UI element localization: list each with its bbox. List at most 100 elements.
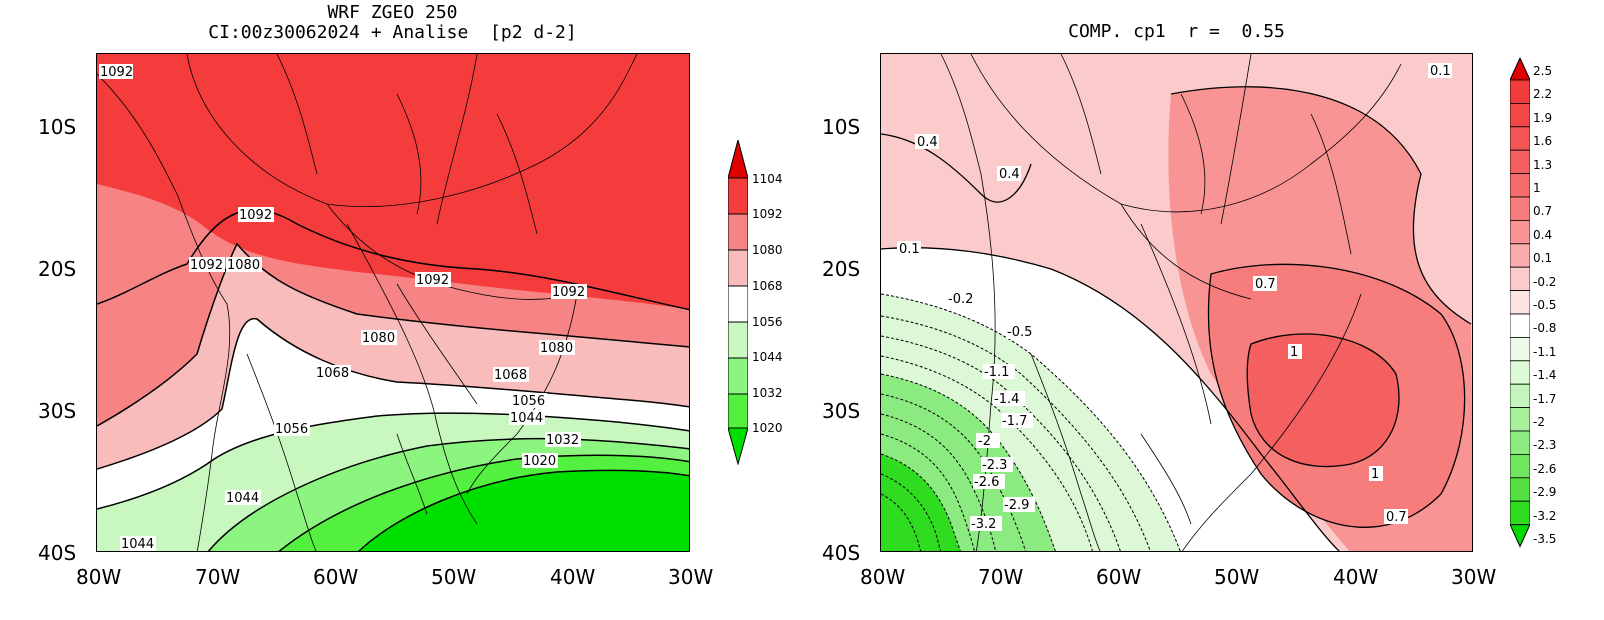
left-x-tick-label: 60W — [313, 565, 359, 589]
colorbar-bin — [1510, 407, 1530, 432]
colorbar-bin — [1510, 383, 1530, 409]
left-colorbar-label: 1104 — [752, 172, 783, 186]
colorbar-bin — [728, 321, 748, 359]
right-contour-label: 1 — [1290, 345, 1298, 360]
colorbar-bin — [728, 249, 748, 287]
right-colorbar-label: -1.7 — [1533, 391, 1557, 406]
left-contour-label: 1032 — [546, 433, 579, 448]
left-colorbar-label: 1032 — [752, 386, 783, 400]
right-colorbar-label: -1.1 — [1533, 344, 1557, 359]
left-contour-label: 1044 — [510, 411, 543, 426]
left-contour-label: 1056 — [512, 394, 545, 409]
contour-line-1020 — [358, 469, 689, 551]
contour-line-0.1 — [881, 247, 1340, 551]
right-x-tick-label: 60W — [1096, 565, 1142, 589]
right-x-tick-label: 70W — [978, 565, 1024, 589]
right-colorbar-label: 1.3 — [1533, 157, 1553, 172]
left-contour-label: 1092 — [100, 65, 133, 80]
left-borders — [97, 54, 638, 551]
right-x-tick-label: 30W — [1451, 565, 1497, 589]
right-colorbar-label: -3.5 — [1533, 532, 1557, 546]
right-colorbar-label: -2.6 — [1533, 461, 1557, 476]
right-colorbar-label: -0.8 — [1533, 321, 1557, 336]
right-contour-label: -2 — [978, 434, 991, 449]
colorbar-bin — [1510, 266, 1530, 291]
right-contour-labels: 0.4 0.4 0.1 0.1 -0.2 -0.5 -1.1 -1.4 -1.7… — [897, 63, 1452, 532]
left-colorbar-label: 1092 — [752, 207, 783, 221]
colorbar-bin — [1510, 219, 1530, 245]
left-x-tick-label: 70W — [195, 565, 241, 589]
right-contour-label: -2.6 — [974, 475, 999, 490]
right-y-tick-label: 10S — [822, 115, 861, 139]
band-min — [359, 470, 689, 551]
left-contour-label: 1080 — [227, 258, 260, 273]
colorbar-bin — [1510, 477, 1530, 502]
colorbar-bin — [1510, 290, 1530, 315]
right-contour-label: -2.3 — [982, 458, 1007, 473]
left-y-tick-label: 30S — [38, 399, 77, 423]
right-contour-label: 0.4 — [917, 135, 938, 150]
contour-line-1092 — [97, 209, 689, 311]
right-colorbar-label: -0.2 — [1533, 274, 1557, 289]
left-contour-label: 1092 — [416, 273, 449, 288]
right-y-tick-label: 20S — [822, 257, 861, 281]
left-x-tick-label: 50W — [431, 565, 477, 589]
right-map-svg: 0.4 0.4 0.1 0.1 -0.2 -0.5 -1.1 -1.4 -1.7… — [881, 54, 1472, 551]
right-colorbar-label: 2.2 — [1533, 87, 1553, 102]
left-contours — [97, 209, 689, 551]
right-colorbar-label: -2.9 — [1533, 485, 1557, 500]
left-x-tick-label: 80W — [76, 565, 122, 589]
left-contour-labels: 1092 1092 1092 1080 1092 1092 1080 1080 … — [99, 64, 587, 551]
right-contour-label: -3.2 — [971, 517, 996, 532]
left-colorbar-label: 1044 — [752, 350, 783, 364]
colorbar-bin — [728, 393, 748, 429]
colorbar-arrow-top — [1510, 58, 1530, 81]
right-contour-label: -1.1 — [984, 365, 1009, 380]
colorbar-arrow-bottom — [1510, 524, 1530, 548]
right-contour-label: -1.7 — [1002, 414, 1027, 429]
right-contour-label: -2.9 — [1004, 498, 1029, 513]
right-colorbar-label: -0.5 — [1533, 298, 1557, 312]
right-y-tick-label: 30S — [822, 399, 861, 423]
right-colorbar-label: -3.2 — [1533, 508, 1557, 523]
right-colorbar — [1510, 58, 1530, 548]
left-contour-label: 1056 — [275, 422, 308, 437]
right-contour-label: 0.1 — [899, 242, 920, 257]
left-map-title: WRF ZGEO 250 CI:00z30062024 + Analise [p2… — [96, 3, 689, 43]
colorbar-bin — [728, 177, 748, 215]
left-contour-label: 1020 — [523, 454, 556, 469]
contour-line-1032 — [278, 454, 689, 551]
left-colorbar-label: 1068 — [752, 279, 783, 293]
left-title-line2: CI:00z30062024 + Analise [p2 d-2] — [208, 22, 577, 43]
colorbar-bin — [1510, 430, 1530, 455]
contour-line-1080 — [97, 242, 689, 427]
right-contours — [881, 86, 1472, 551]
right-colorbar-label: 1.6 — [1533, 134, 1553, 149]
left-contour-label: 1080 — [362, 331, 395, 346]
colorbar-bin — [1510, 360, 1530, 385]
right-x-tick-label: 80W — [860, 565, 906, 589]
right-contour-label: -0.2 — [948, 292, 973, 307]
colorbar-arrow-top — [728, 140, 748, 179]
contour-line-0.7 — [1207, 263, 1466, 528]
left-contour-label: 1068 — [494, 368, 527, 383]
right-colorbar-label: -2.3 — [1533, 438, 1557, 453]
right-contour-label: 0.1 — [1430, 64, 1451, 79]
colorbar-bin — [1510, 196, 1530, 221]
right-contour-label: 1 — [1371, 467, 1379, 482]
band-1plus — [1247, 334, 1399, 467]
left-colorbar-label: 1020 — [752, 421, 783, 435]
right-contour-label: 0.7 — [1255, 277, 1276, 292]
left-y-tick-label: 40S — [38, 541, 77, 565]
left-x-tick-label: 30W — [668, 565, 714, 589]
left-title-line1: WRF ZGEO 250 — [327, 2, 458, 23]
left-colorbar-label: 1056 — [752, 315, 783, 329]
left-y-tick-label: 10S — [38, 115, 77, 139]
colorbar-bin — [1510, 79, 1530, 104]
right-borders — [940, 54, 1402, 551]
colorbar-bin — [1510, 103, 1530, 128]
contour-line-1 — [1246, 333, 1400, 468]
contour-line-0.4 — [881, 133, 1032, 203]
colorbar-bin — [1510, 243, 1530, 268]
left-map-svg: 1092 1092 1092 1080 1092 1092 1080 1080 … — [97, 54, 689, 551]
